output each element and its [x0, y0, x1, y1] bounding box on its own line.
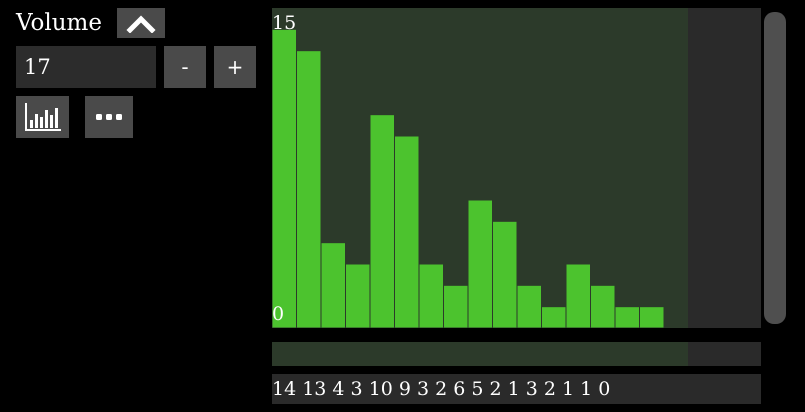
histogram-bar — [565, 263, 591, 328]
histogram-bar — [516, 284, 542, 328]
histogram-bar — [296, 50, 322, 328]
histogram-bars — [272, 28, 665, 328]
increment-button[interactable]: + — [214, 46, 256, 88]
histogram-bar — [345, 263, 371, 328]
more-dots-icon — [96, 114, 122, 120]
more-options-button[interactable] — [85, 96, 133, 138]
values-readout: 14 13 4 3 10 9 3 2 6 5 2 1 3 2 1 1 0 — [272, 374, 761, 404]
chevron-up-icon — [126, 15, 156, 33]
range-slider[interactable] — [272, 342, 761, 366]
volume-title: Volume — [16, 10, 102, 36]
histogram-bar — [320, 242, 346, 328]
y-axis-max-label: 15 — [272, 12, 297, 34]
histogram-bar — [443, 284, 469, 328]
histogram-bar — [394, 135, 420, 328]
collapse-button[interactable] — [117, 8, 165, 38]
histogram-bar — [369, 114, 395, 328]
range-slider-fill — [272, 342, 688, 366]
histogram-bar — [418, 263, 444, 328]
histogram-bar — [467, 199, 493, 328]
histogram-bar — [541, 306, 567, 328]
histogram-bar — [590, 284, 616, 328]
histogram-button[interactable] — [16, 96, 69, 138]
histogram-bar — [492, 220, 518, 328]
histogram-bar — [639, 306, 665, 328]
decrement-button[interactable]: - — [164, 46, 206, 88]
vertical-scrollbar[interactable] — [764, 12, 786, 324]
histogram-bar — [272, 28, 297, 328]
bar-chart-icon — [24, 103, 61, 131]
histogram-chart[interactable]: 15 0 — [272, 8, 761, 328]
histogram-bar — [614, 306, 640, 328]
y-axis-min-label: 0 — [272, 303, 285, 325]
volume-value-field[interactable] — [16, 46, 156, 88]
